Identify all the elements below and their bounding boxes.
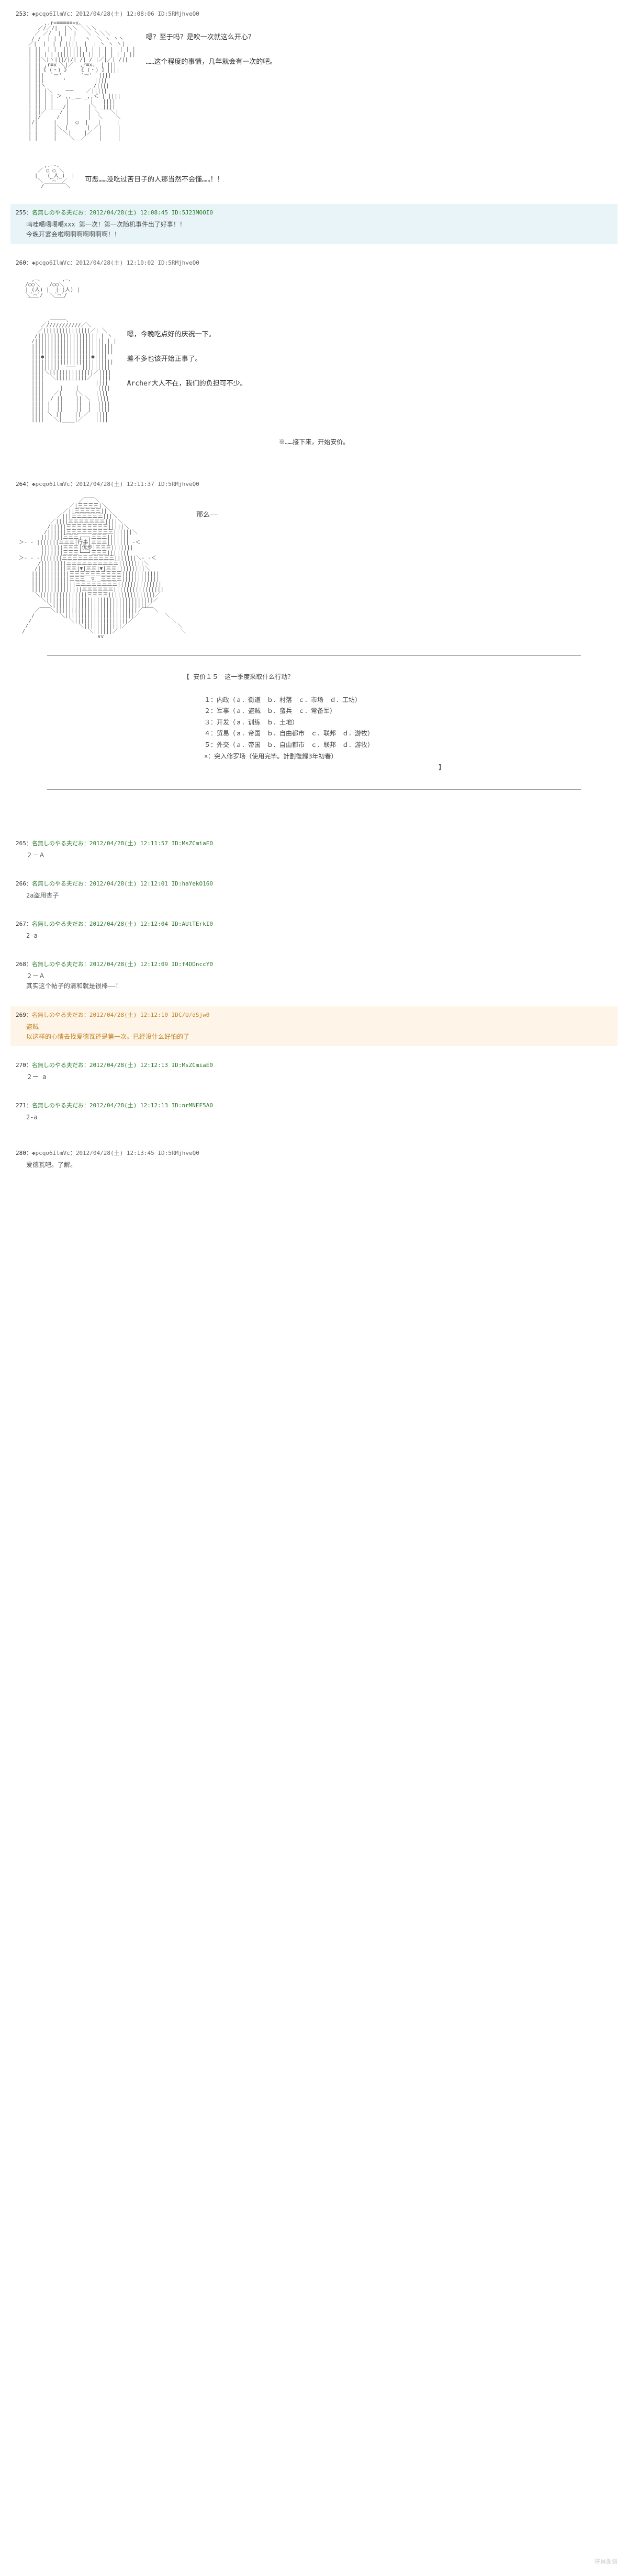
post-header: 265：名無しのやる夫だお：2012/04/28(土) 12:11:57 ID:… bbox=[16, 839, 612, 847]
post-number: 266 bbox=[16, 880, 26, 887]
post-267: 267：名無しのやる夫だお：2012/04/28(土) 12:12:04 ID:… bbox=[10, 915, 618, 945]
text-line: 嗯？至于吗？是吹一次就这么开心？ bbox=[146, 31, 277, 43]
post-meta: ：名無しのやる夫だお：2012/04/28(土) 12:12:13 ID:nrM… bbox=[26, 1102, 213, 1109]
post-header: 271：名無しのやる夫だお：2012/04/28(土) 12:12:13 ID:… bbox=[16, 1101, 612, 1109]
text-line: 以这样的心情去找爱德瓦还是第一次。已经没什么好怕的了 bbox=[26, 1032, 612, 1042]
post-number: 269 bbox=[16, 1012, 26, 1018]
post-body: ,.─-、 ／ ○ ○ ＼ | (_人_) | ＼ `⌒´ ／ /￣￣￣￣＼ 可… bbox=[16, 163, 612, 189]
post-header: 266：名無しのやる夫だお：2012/04/28(土) 12:12:01 ID:… bbox=[16, 879, 612, 888]
text-line: 呜哇噶噶噶噶xxx 第一次！第一次随机事件出了好事！！ bbox=[26, 220, 612, 230]
choice-option: ×：突入修罗场（使用完毕。計劃復歸3年初春） bbox=[204, 751, 445, 763]
post-header: 264：◆pcqo6IlmVc：2012/04/28(土) 12:11:37 I… bbox=[16, 480, 612, 488]
post-content: 爱德瓦吧。了解。 bbox=[16, 1160, 612, 1170]
watermark: 将具谢谢 bbox=[595, 2557, 618, 2566]
post-meta: ：◆pcqo6IlmVc：2012/04/28(土) 12:11:37 ID:5… bbox=[26, 481, 199, 487]
post-number: 280 bbox=[16, 1150, 26, 1156]
post-meta: ：名無しのやる夫だお：2012/04/28(土) 12:12:04 ID:AUt… bbox=[26, 921, 213, 927]
choice-option: ４：贸易（ａ．帝国 ｂ．自由都市 ｃ．联邦 ｄ．游牧） bbox=[204, 728, 445, 740]
text-line: 差不多也该开始正事了。 bbox=[127, 353, 247, 365]
post-number: 271 bbox=[16, 1102, 26, 1109]
post-body: ,─────、 ／///////////／＼ ／|||||||||||||||／… bbox=[16, 318, 612, 423]
post-content: 2-a bbox=[16, 931, 612, 941]
post-meta: ：◆pcqo6IlmVc：2012/04/28(土) 12:10:02 ID:5… bbox=[26, 259, 199, 266]
text-line: 其实这个帖子的清和就是很棒——！ bbox=[26, 981, 612, 991]
post-header: 268：名無しのやる夫だお：2012/04/28(土) 12:12:09 ID:… bbox=[16, 960, 612, 968]
post-meta: ：名無しのやる夫だお：2012/04/28(土) 12:12:09 ID:f4D… bbox=[26, 961, 213, 968]
post-280: 280：◆pcqo6IlmVc：2012/04/28(土) 12:13:45 I… bbox=[10, 1144, 618, 1174]
post-253: 253：◆pcqo6IlmVc：2012/04/28(土) 12:08:06 I… bbox=[10, 5, 618, 194]
post-content: ２－Ａ bbox=[16, 850, 612, 860]
post-meta: ：◆pcqo6IlmVc：2012/04/28(土) 12:13:45 ID:5… bbox=[26, 1150, 199, 1156]
post-content: 呜哇噶噶噶噶xxx 第一次！第一次随机事件出了好事！！ 今晚开宴会啦啊啊啊啊啊啊… bbox=[16, 220, 612, 240]
text-line: ２－Ａ bbox=[26, 971, 612, 981]
post-number: 270 bbox=[16, 1062, 26, 1069]
post-content: 盗贼 以这样的心情去找爱德瓦还是第一次。已经没什么好怕的了 bbox=[16, 1022, 612, 1042]
post-body: ／￣￣＼ ／|三三三三|＼ ／||三三三三三||＼ ／|||三三三三三三|||＼… bbox=[16, 498, 612, 640]
dialogue-text: 那么—— bbox=[196, 498, 218, 521]
choice-title: 【 安价１５ 这一季度采取什么行动？ bbox=[183, 672, 445, 683]
post-264: 264：◆pcqo6IlmVc：2012/04/28(土) 12:11:37 I… bbox=[10, 475, 618, 809]
text-line: 可恶……没吃过苦日子的人那当然不会懂……！！ bbox=[85, 174, 223, 186]
post-content: ２－Ａ 其实这个帖子的清和就是很棒——！ bbox=[16, 971, 612, 991]
thread-container: 253：◆pcqo6IlmVc：2012/04/28(土) 12:08:06 I… bbox=[0, 0, 628, 1190]
post-content: 2a盗用杏子 bbox=[16, 891, 612, 901]
post-content: 2-a bbox=[16, 1113, 612, 1122]
post-266: 266：名無しのやる夫だお：2012/04/28(土) 12:12:01 ID:… bbox=[10, 875, 618, 905]
choice-option: ２：军事（ａ．盗贼 ｂ．蛮兵 ｃ．常备军） bbox=[204, 706, 445, 717]
text-line: 那么—— bbox=[196, 509, 218, 521]
post-header: 253：◆pcqo6IlmVc：2012/04/28(土) 12:08:06 I… bbox=[16, 9, 612, 18]
ascii-art-small-face: ,.─-、 ／ ○ ○ ＼ | (_人_) | ＼ `⌒´ ／ /￣￣￣￣＼ bbox=[16, 163, 74, 189]
post-meta: ：名無しのやる夫だお：2012/04/28(土) 12:08:45 ID:5J2… bbox=[26, 209, 213, 216]
post-270: 270：名無しのやる夫だお：2012/04/28(土) 12:12:13 ID:… bbox=[10, 1057, 618, 1086]
post-header: 267：名無しのやる夫だお：2012/04/28(土) 12:12:04 ID:… bbox=[16, 920, 612, 928]
dialogue-text: 嗯？至于吗？是吹一次就这么开心？ ……这个程度的事情，几年就会有一次的吧。 bbox=[146, 21, 277, 68]
post-body: ,─、 ,─、 /○○＼ /○○＼ | (人) | | (人) | ＼`⌒´/ … bbox=[16, 277, 612, 303]
post-number: 253 bbox=[16, 10, 26, 17]
post-header: 270：名無しのやる夫だお：2012/04/28(土) 12:12:13 ID:… bbox=[16, 1061, 612, 1069]
post-255: 255：名無しのやる夫だお：2012/04/28(土) 12:08:45 ID:… bbox=[10, 204, 618, 244]
ascii-art-faces: ,─、 ,─、 /○○＼ /○○＼ | (人) | | (人) | ＼`⌒´/ … bbox=[16, 277, 80, 303]
divider-line bbox=[47, 789, 581, 790]
post-number: 268 bbox=[16, 961, 26, 968]
post-number: 265 bbox=[16, 840, 26, 847]
post-header: 255：名無しのやる夫だお：2012/04/28(土) 12:08:45 ID:… bbox=[16, 208, 612, 217]
choice-close: 】 bbox=[183, 762, 445, 774]
ascii-art-girl2: ,─────、 ／///////////／＼ ／|||||||||||||||／… bbox=[16, 318, 117, 423]
post-meta: ：名無しのやる夫だお：2012/04/28(土) 12:12:13 ID:MsZ… bbox=[26, 1062, 213, 1069]
dialogue-text: 嗯，今晚吃点好的庆祝一下。 差不多也该开始正事了。 Archer大人不在，我们的… bbox=[127, 318, 247, 390]
text-line: 嗯，今晚吃点好的庆祝一下。 bbox=[127, 328, 247, 341]
post-meta: ：名無しのやる夫だお：2012/04/28(土) 12:12:10 IDC/U/… bbox=[26, 1012, 210, 1018]
post-body: ,.r=≡≡≡≡≡=x、 ／/／/| |＼＼ ＼＼＼ ／ ／/ | | | ＼ … bbox=[16, 21, 612, 141]
text-line: 今晚开宴会啦啊啊啊啊啊啊啊！！ bbox=[26, 230, 612, 240]
post-268: 268：名無しのやる夫だお：2012/04/28(土) 12:12:09 ID:… bbox=[10, 956, 618, 995]
post-number: 267 bbox=[16, 921, 26, 927]
choice-option: ５：外交（ａ．帝国 ｂ．自由都市 ｃ．联邦 ｄ．游牧） bbox=[204, 740, 445, 751]
text-line: ……这个程度的事情，几年就会有一次的吧。 bbox=[146, 56, 277, 68]
post-271: 271：名無しのやる夫だお：2012/04/28(土) 12:12:13 ID:… bbox=[10, 1097, 618, 1127]
post-269: 269：名無しのやる夫だお：2012/04/28(土) 12:12:10 IDC… bbox=[10, 1006, 618, 1046]
choice-option: １：内政（ａ．街道 ｂ．村落 ｃ．市场 ｄ．工坊） bbox=[204, 695, 445, 706]
choice-option: ３：开发（ａ．训练 ｂ．土地） bbox=[204, 717, 445, 729]
post-number: 264 bbox=[16, 481, 26, 487]
choice-block: 【 安价１５ 这一季度采取什么行动？ １：内政（ａ．街道 ｂ．村落 ｃ．市场 ｄ… bbox=[183, 672, 445, 773]
note-text: ※……接下来，开始安价。 bbox=[16, 437, 612, 446]
divider-line bbox=[47, 655, 581, 656]
post-content: ２ー a bbox=[16, 1072, 612, 1082]
post-meta: ：名無しのやる夫だお：2012/04/28(土) 12:12:01 ID:haY… bbox=[26, 880, 213, 887]
ascii-art-girl: ,.r=≡≡≡≡≡=x、 ／/／/| |＼＼ ＼＼＼ ／ ／/ | | | ＼ … bbox=[16, 21, 136, 141]
post-meta: ：名無しのやる夫だお：2012/04/28(土) 12:11:57 ID:MsZ… bbox=[26, 840, 213, 847]
post-header: 269：名無しのやる夫だお：2012/04/28(土) 12:12:10 IDC… bbox=[16, 1011, 612, 1019]
text-line: Archer大人不在，我们的负担可不少。 bbox=[127, 378, 247, 390]
post-header: 280：◆pcqo6IlmVc：2012/04/28(土) 12:13:45 I… bbox=[16, 1149, 612, 1157]
post-260: 260：◆pcqo6IlmVc：2012/04/28(土) 12:10:02 I… bbox=[10, 254, 618, 450]
post-header: 260：◆pcqo6IlmVc：2012/04/28(土) 12:10:02 I… bbox=[16, 258, 612, 267]
post-number: 255 bbox=[16, 209, 26, 216]
dialogue-text: 可恶……没吃过苦日子的人那当然不会懂……！！ bbox=[85, 163, 223, 186]
post-number: 260 bbox=[16, 259, 26, 266]
text-line: 盗贼 bbox=[26, 1022, 612, 1032]
post-meta: ：◆pcqo6IlmVc：2012/04/28(土) 12:08:06 ID:5… bbox=[26, 10, 199, 17]
ascii-art-large-figure: ／￣￣＼ ／|三三三三|＼ ／||三三三三三||＼ ／|||三三三三三三|||＼… bbox=[16, 498, 186, 640]
post-265: 265：名無しのやる夫だお：2012/04/28(土) 12:11:57 ID:… bbox=[10, 835, 618, 865]
